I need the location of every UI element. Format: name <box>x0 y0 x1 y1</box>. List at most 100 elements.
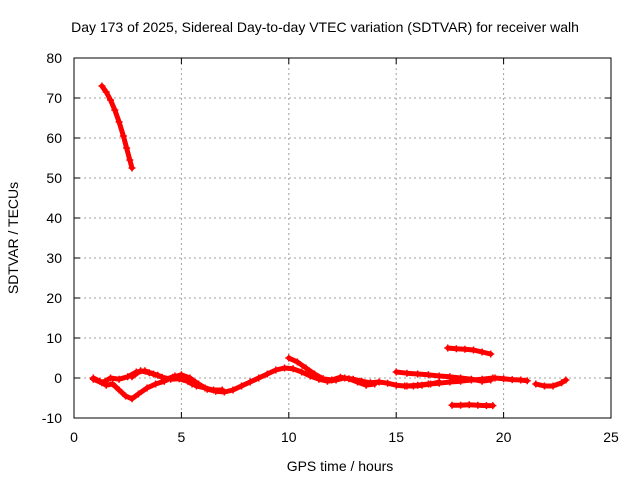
data-point <box>229 386 237 394</box>
data-point <box>470 346 478 354</box>
data-point <box>375 378 383 386</box>
data-point <box>89 375 97 383</box>
data-point <box>392 368 400 376</box>
data-point <box>238 382 246 390</box>
data-point <box>255 374 263 382</box>
data-point <box>482 402 490 410</box>
data-point <box>115 375 123 383</box>
data-point <box>188 380 196 388</box>
data-point <box>532 380 540 388</box>
data-point <box>293 358 301 366</box>
data-point <box>452 345 460 353</box>
data-point <box>102 88 110 96</box>
data-point <box>444 344 452 352</box>
data-point <box>152 380 160 388</box>
data-point <box>328 376 336 384</box>
x-tick-label: 20 <box>496 429 512 445</box>
data-point <box>311 370 319 378</box>
data-point <box>523 377 531 385</box>
data-point <box>143 384 151 392</box>
data-point <box>446 378 454 386</box>
y-tick-label: 60 <box>46 130 62 146</box>
x-tick-label: 5 <box>178 429 186 445</box>
series-arc-9 <box>448 401 497 410</box>
data-point <box>489 402 497 410</box>
x-tick-label: 10 <box>281 429 297 445</box>
data-point <box>289 365 297 373</box>
data-point <box>126 156 134 164</box>
data-point <box>371 380 379 388</box>
data-point <box>145 369 153 377</box>
series-arc-1 <box>98 82 136 172</box>
y-tick-label: 0 <box>54 370 62 386</box>
data-point <box>424 371 432 379</box>
data-point <box>115 118 123 126</box>
data-point <box>201 384 209 392</box>
plot-frame <box>73 57 612 419</box>
data-point <box>137 367 145 375</box>
data-point <box>500 375 508 383</box>
data-point <box>457 377 465 385</box>
data-point <box>414 370 422 378</box>
series-arc-10 <box>491 374 531 385</box>
data-point <box>128 373 136 381</box>
data-point <box>119 132 127 140</box>
series-arc-11 <box>532 376 570 390</box>
data-point <box>478 348 486 356</box>
y-tick-label: 20 <box>46 290 62 306</box>
data-point <box>107 96 115 104</box>
data-point <box>302 364 310 372</box>
data-point <box>111 106 119 114</box>
data-point <box>448 401 456 409</box>
data-point <box>281 364 289 372</box>
data-point <box>392 381 400 389</box>
data-point <box>435 372 443 380</box>
data-point <box>122 392 130 400</box>
data-point <box>435 379 443 387</box>
data-point <box>354 378 362 386</box>
x-axis-label: GPS time / hours <box>287 458 394 474</box>
series-arc-8 <box>444 344 495 358</box>
data-point <box>192 382 200 390</box>
data-point <box>134 390 142 398</box>
data-point <box>319 375 327 383</box>
data-point <box>263 370 271 378</box>
data-point <box>424 380 432 388</box>
series-arc-4 <box>128 367 196 388</box>
y-tick-label: -10 <box>42 410 62 426</box>
data-point <box>98 379 106 387</box>
data-point <box>461 345 469 353</box>
data-point <box>403 369 411 377</box>
data-point <box>362 381 370 389</box>
data-point <box>298 368 306 376</box>
y-tick-label: 30 <box>46 250 62 266</box>
data-point <box>457 401 465 409</box>
data-point <box>115 386 123 394</box>
data-point <box>558 379 566 387</box>
series-arc-7 <box>403 374 497 390</box>
data-point <box>465 401 473 409</box>
data-point <box>384 379 392 387</box>
data-point <box>154 371 162 379</box>
data-point <box>540 382 548 390</box>
data-point <box>128 164 136 172</box>
data-point <box>467 376 475 384</box>
x-tick-label: 0 <box>70 429 78 445</box>
data-point <box>487 350 495 358</box>
data-point <box>128 395 136 403</box>
data-point <box>562 376 570 384</box>
data-point <box>285 354 293 362</box>
data-point <box>272 366 280 374</box>
x-tick-label: 25 <box>603 429 619 445</box>
y-tick-label: 40 <box>46 210 62 226</box>
data-point <box>246 378 254 386</box>
data-point <box>109 380 117 388</box>
data-points <box>89 82 570 410</box>
data-point <box>107 374 115 382</box>
data-point <box>123 144 131 152</box>
data-point <box>171 372 179 380</box>
y-tick-label: 70 <box>46 90 62 106</box>
data-point <box>403 382 411 390</box>
